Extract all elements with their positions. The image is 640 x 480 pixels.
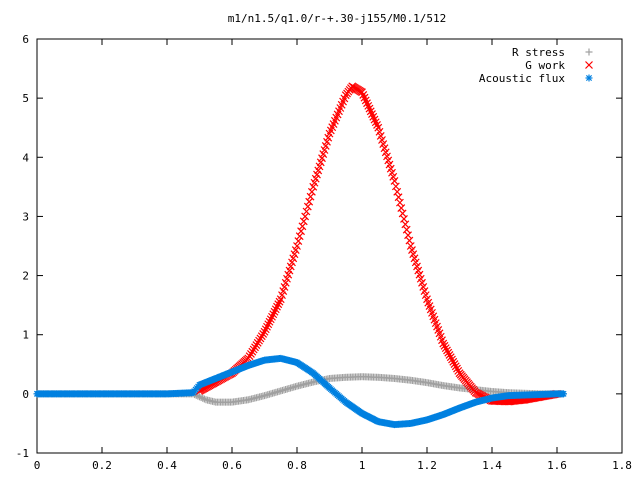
series-acoustic-flux [33,354,567,429]
data-point [301,212,310,221]
data-point [440,341,449,350]
data-point [449,357,458,366]
legend-marker [585,61,593,69]
data-point [560,390,567,398]
x-tick-label: 0.2 [92,459,112,472]
plot-area [33,82,567,429]
data-point [260,327,269,336]
data-point [265,317,274,326]
series-g-work [195,82,561,406]
data-point [269,310,278,319]
data-point [255,336,264,345]
x-tick-label: 0.8 [287,459,307,472]
y-tick-label: -1 [16,447,29,460]
data-point [253,338,262,347]
data-point [295,232,304,241]
data-point [306,192,315,201]
data-point [261,325,270,334]
data-point [199,394,207,402]
data-point [259,330,268,338]
data-point [303,202,312,211]
legend-label: Acoustic flux [479,72,565,85]
data-point [443,346,451,355]
y-tick-label: 4 [22,151,29,164]
data-point [256,334,265,343]
data-point [445,351,454,359]
chart-title: m1/n1.5/q1.0/r-+.30-j155/M0.1/512 [228,12,447,25]
data-point [299,217,308,226]
data-point [453,364,461,373]
plot-frame [36,38,623,454]
data-point [197,394,205,402]
axes: 0 0.2 0.4 0.6 0.8 1 1.2 1.4 1.6 1.8 -1 0 1 2 3 4 5 6 [16,33,632,472]
legend-marker [585,74,593,82]
data-point [293,242,301,250]
x-tick-label: 1 [359,459,366,472]
data-point [439,339,448,348]
data-point [305,197,314,206]
data-point [270,307,279,316]
x-tick-label: 0.4 [157,459,177,472]
x-tick-label: 0.6 [222,459,242,472]
y-tick-label: 6 [22,33,29,46]
data-point [274,300,283,309]
data-point [251,343,259,352]
data-point [245,352,254,361]
data-point [302,207,311,216]
data-point [448,355,456,364]
legend-marker [585,48,593,56]
data-point [307,187,316,196]
data-point [266,315,275,324]
y-tick-label: 3 [22,210,29,223]
x-tick-label: 1.8 [612,459,632,472]
data-point [264,320,273,329]
x-tick-label: 1.6 [547,459,567,472]
data-point [294,237,303,245]
y-tick-label: 5 [22,92,29,105]
data-point [446,353,455,362]
data-point [271,305,280,314]
y-tick-label: 1 [22,329,29,342]
legend-label: G work [525,59,565,72]
data-point [257,332,266,341]
data-point [450,360,459,368]
data-point [454,366,463,375]
data-point [196,393,203,401]
data-point [249,345,258,354]
data-point [268,312,276,321]
data-point [263,322,271,331]
x-tick-label: 1.2 [417,459,437,472]
data-point [200,395,208,403]
x-tick-label: 1.4 [482,459,502,472]
y-tick-label: 0 [22,388,29,401]
legend-label: R stress [512,46,565,59]
data-point [273,302,281,311]
x-tick-label: 0 [34,459,41,472]
data-point [247,350,255,358]
data-point [248,347,257,356]
data-point [275,297,284,306]
data-point [298,222,307,231]
data-point [297,227,305,236]
data-point [451,362,460,371]
y-tick-label: 2 [22,270,29,283]
data-point [244,354,253,363]
data-point [252,341,261,349]
data-point [444,348,453,357]
data-point [441,344,450,353]
